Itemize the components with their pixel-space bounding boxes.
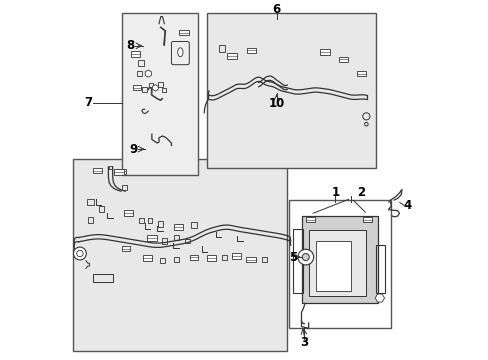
Circle shape <box>77 250 83 257</box>
Text: 3: 3 <box>300 336 308 349</box>
Text: 7: 7 <box>84 96 92 109</box>
Bar <box>319 49 329 55</box>
Bar <box>174 224 183 230</box>
Bar <box>147 218 152 223</box>
Bar <box>191 222 196 228</box>
Bar <box>122 13 198 175</box>
Circle shape <box>302 253 309 261</box>
Bar <box>162 238 167 244</box>
Bar <box>87 199 94 205</box>
Bar <box>301 216 377 303</box>
Bar <box>124 211 133 216</box>
Bar <box>122 185 127 190</box>
Text: 6: 6 <box>272 3 280 16</box>
Bar <box>185 239 189 243</box>
Text: 4: 4 <box>403 199 411 212</box>
Bar <box>174 235 179 240</box>
Bar <box>232 253 241 258</box>
Bar <box>114 169 123 175</box>
Bar <box>179 30 188 35</box>
Bar <box>315 241 351 291</box>
Bar <box>227 53 236 59</box>
Bar <box>338 57 347 62</box>
Bar <box>158 221 163 226</box>
Text: 9: 9 <box>129 143 137 156</box>
Bar <box>207 255 216 261</box>
Bar <box>147 235 156 241</box>
Bar <box>362 217 371 222</box>
Bar <box>247 48 255 53</box>
Text: 1: 1 <box>330 186 339 199</box>
Bar <box>137 71 142 76</box>
Circle shape <box>73 247 86 260</box>
Bar <box>160 258 165 263</box>
Bar <box>132 85 141 90</box>
Bar <box>131 51 140 57</box>
Bar <box>261 257 266 262</box>
Bar <box>288 200 390 328</box>
Bar <box>158 82 163 87</box>
Bar <box>138 218 143 223</box>
Bar <box>162 88 166 91</box>
Bar <box>99 206 104 212</box>
Text: 10: 10 <box>268 98 284 111</box>
Bar <box>246 257 255 262</box>
Bar <box>207 13 376 168</box>
Bar <box>122 246 130 251</box>
Circle shape <box>297 249 313 265</box>
Bar <box>93 274 112 282</box>
Text: 5: 5 <box>289 251 297 264</box>
Bar <box>142 87 147 92</box>
Bar <box>174 257 179 262</box>
Bar <box>222 255 227 260</box>
Bar <box>308 230 365 296</box>
Bar <box>189 255 198 260</box>
Bar <box>117 168 125 174</box>
Bar <box>305 217 314 222</box>
Bar <box>73 159 286 351</box>
Bar <box>149 83 153 87</box>
Bar <box>93 168 102 174</box>
Bar <box>87 217 93 222</box>
Text: 8: 8 <box>126 39 134 52</box>
Bar <box>142 255 152 261</box>
Bar <box>219 45 225 52</box>
Bar <box>138 60 144 66</box>
Bar <box>108 166 112 170</box>
Ellipse shape <box>177 48 183 57</box>
Bar <box>292 229 303 293</box>
Bar <box>356 71 365 76</box>
Text: 2: 2 <box>357 186 365 199</box>
